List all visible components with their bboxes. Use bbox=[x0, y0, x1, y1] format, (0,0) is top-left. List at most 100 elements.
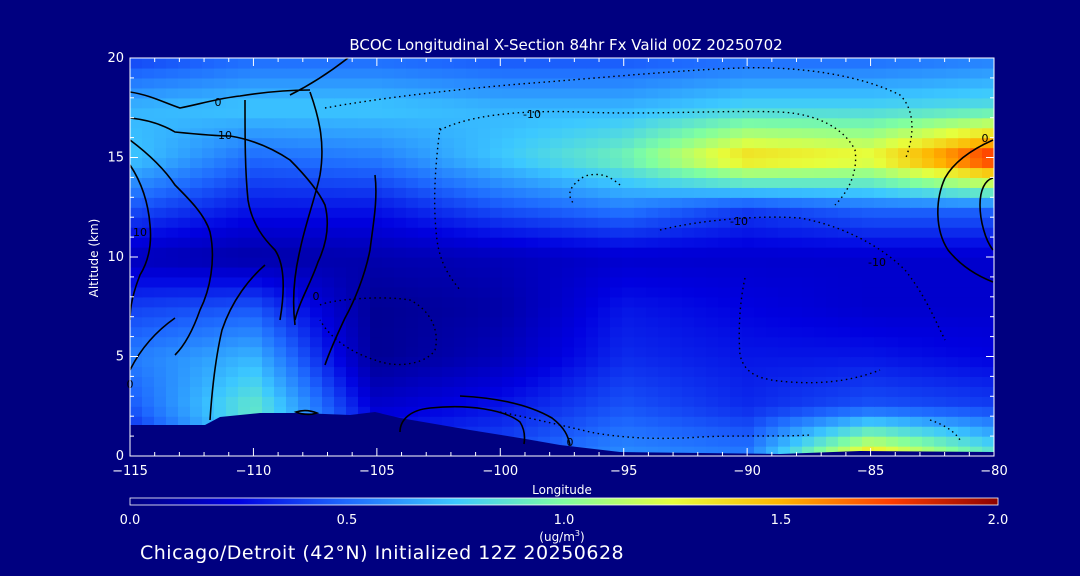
field-cell bbox=[214, 177, 227, 188]
field-cell bbox=[622, 197, 635, 208]
field-cell bbox=[742, 237, 755, 248]
field-cell bbox=[586, 207, 599, 218]
field-cell bbox=[958, 366, 971, 377]
field-cell bbox=[862, 147, 875, 159]
field-cell bbox=[718, 436, 731, 447]
field-cell bbox=[190, 356, 203, 368]
field-cell bbox=[586, 197, 599, 208]
field-cell bbox=[850, 187, 863, 198]
field-cell bbox=[358, 356, 371, 368]
field-cell bbox=[502, 187, 515, 198]
field-cell bbox=[442, 97, 455, 109]
field-cell bbox=[154, 247, 167, 258]
field-cell bbox=[178, 58, 191, 69]
field-cell bbox=[766, 137, 779, 149]
field-cell bbox=[802, 237, 815, 248]
field-cell bbox=[886, 117, 899, 129]
field-cell bbox=[322, 207, 335, 218]
field-cell bbox=[670, 316, 683, 328]
field-cell bbox=[658, 137, 671, 149]
field-cell bbox=[382, 227, 395, 238]
x-tick-label: −115 bbox=[112, 464, 148, 479]
field-cell bbox=[910, 127, 923, 139]
field-cell bbox=[886, 227, 899, 238]
field-cell bbox=[886, 137, 899, 149]
field-cell bbox=[754, 386, 767, 397]
field-cell bbox=[490, 336, 503, 348]
field-cell bbox=[886, 376, 899, 387]
field-cell bbox=[262, 376, 275, 387]
field-cell bbox=[562, 117, 575, 129]
field-cell bbox=[310, 356, 323, 368]
field-cell bbox=[538, 77, 551, 89]
field-cell bbox=[538, 247, 551, 258]
field-cell bbox=[778, 396, 791, 407]
field-cell bbox=[442, 137, 455, 149]
field-cell bbox=[514, 386, 527, 397]
field-cell bbox=[874, 306, 887, 318]
field-cell bbox=[394, 197, 407, 208]
field-cell bbox=[790, 426, 803, 437]
field-cell bbox=[694, 227, 707, 238]
field-cell bbox=[850, 147, 863, 159]
contours bbox=[130, 58, 994, 446]
field-cell bbox=[886, 257, 899, 268]
field-cell bbox=[742, 97, 755, 109]
field-cell bbox=[814, 326, 827, 338]
field-cell bbox=[550, 316, 563, 328]
field-cell bbox=[562, 207, 575, 218]
field-cell bbox=[634, 366, 647, 377]
field-cell bbox=[454, 217, 467, 228]
field-cell bbox=[286, 147, 299, 159]
field-cell bbox=[706, 127, 719, 139]
field-cell bbox=[850, 266, 863, 278]
field-cell bbox=[370, 306, 383, 318]
field-cell bbox=[622, 187, 635, 198]
field-cell bbox=[538, 316, 551, 328]
field-cell bbox=[322, 167, 335, 178]
field-cell bbox=[694, 187, 707, 198]
field-cell bbox=[718, 406, 731, 417]
field-cell bbox=[238, 316, 251, 328]
field-cell bbox=[430, 346, 443, 358]
field-cell bbox=[922, 177, 935, 188]
field-cell bbox=[202, 147, 215, 159]
field-cell bbox=[802, 276, 815, 288]
field-cell bbox=[718, 366, 731, 377]
field-cell bbox=[502, 266, 515, 278]
field-cell bbox=[958, 157, 971, 169]
contour-label: -10 bbox=[868, 256, 886, 269]
field-cell bbox=[262, 247, 275, 258]
field-cell bbox=[430, 416, 443, 427]
field-cell bbox=[322, 127, 335, 139]
field-cell bbox=[778, 257, 791, 268]
field-cell bbox=[154, 227, 167, 238]
field-cell bbox=[694, 137, 707, 149]
field-cell bbox=[766, 356, 779, 368]
field-cell bbox=[742, 107, 755, 119]
field-cell bbox=[670, 266, 683, 278]
field-cell bbox=[850, 157, 863, 169]
field-cell bbox=[322, 336, 335, 348]
field-cell bbox=[622, 336, 635, 348]
field-cell bbox=[970, 58, 983, 69]
field-cell bbox=[430, 227, 443, 238]
field-cell bbox=[130, 167, 143, 178]
field-cell bbox=[970, 77, 983, 89]
field-cell bbox=[982, 296, 994, 308]
field-cell bbox=[634, 316, 647, 328]
field-cell bbox=[430, 137, 443, 149]
field-cell bbox=[946, 257, 959, 268]
field-cell bbox=[550, 396, 563, 407]
field-cell bbox=[886, 247, 899, 258]
field-cell bbox=[634, 446, 647, 456]
field-cell bbox=[886, 127, 899, 139]
field-cell bbox=[838, 346, 851, 358]
field-cell bbox=[802, 326, 815, 338]
field-cell bbox=[394, 386, 407, 397]
field-cell bbox=[622, 137, 635, 149]
field-cell bbox=[934, 446, 947, 456]
field-cell bbox=[526, 87, 539, 99]
field-cell bbox=[226, 376, 239, 387]
field-cell bbox=[382, 87, 395, 99]
